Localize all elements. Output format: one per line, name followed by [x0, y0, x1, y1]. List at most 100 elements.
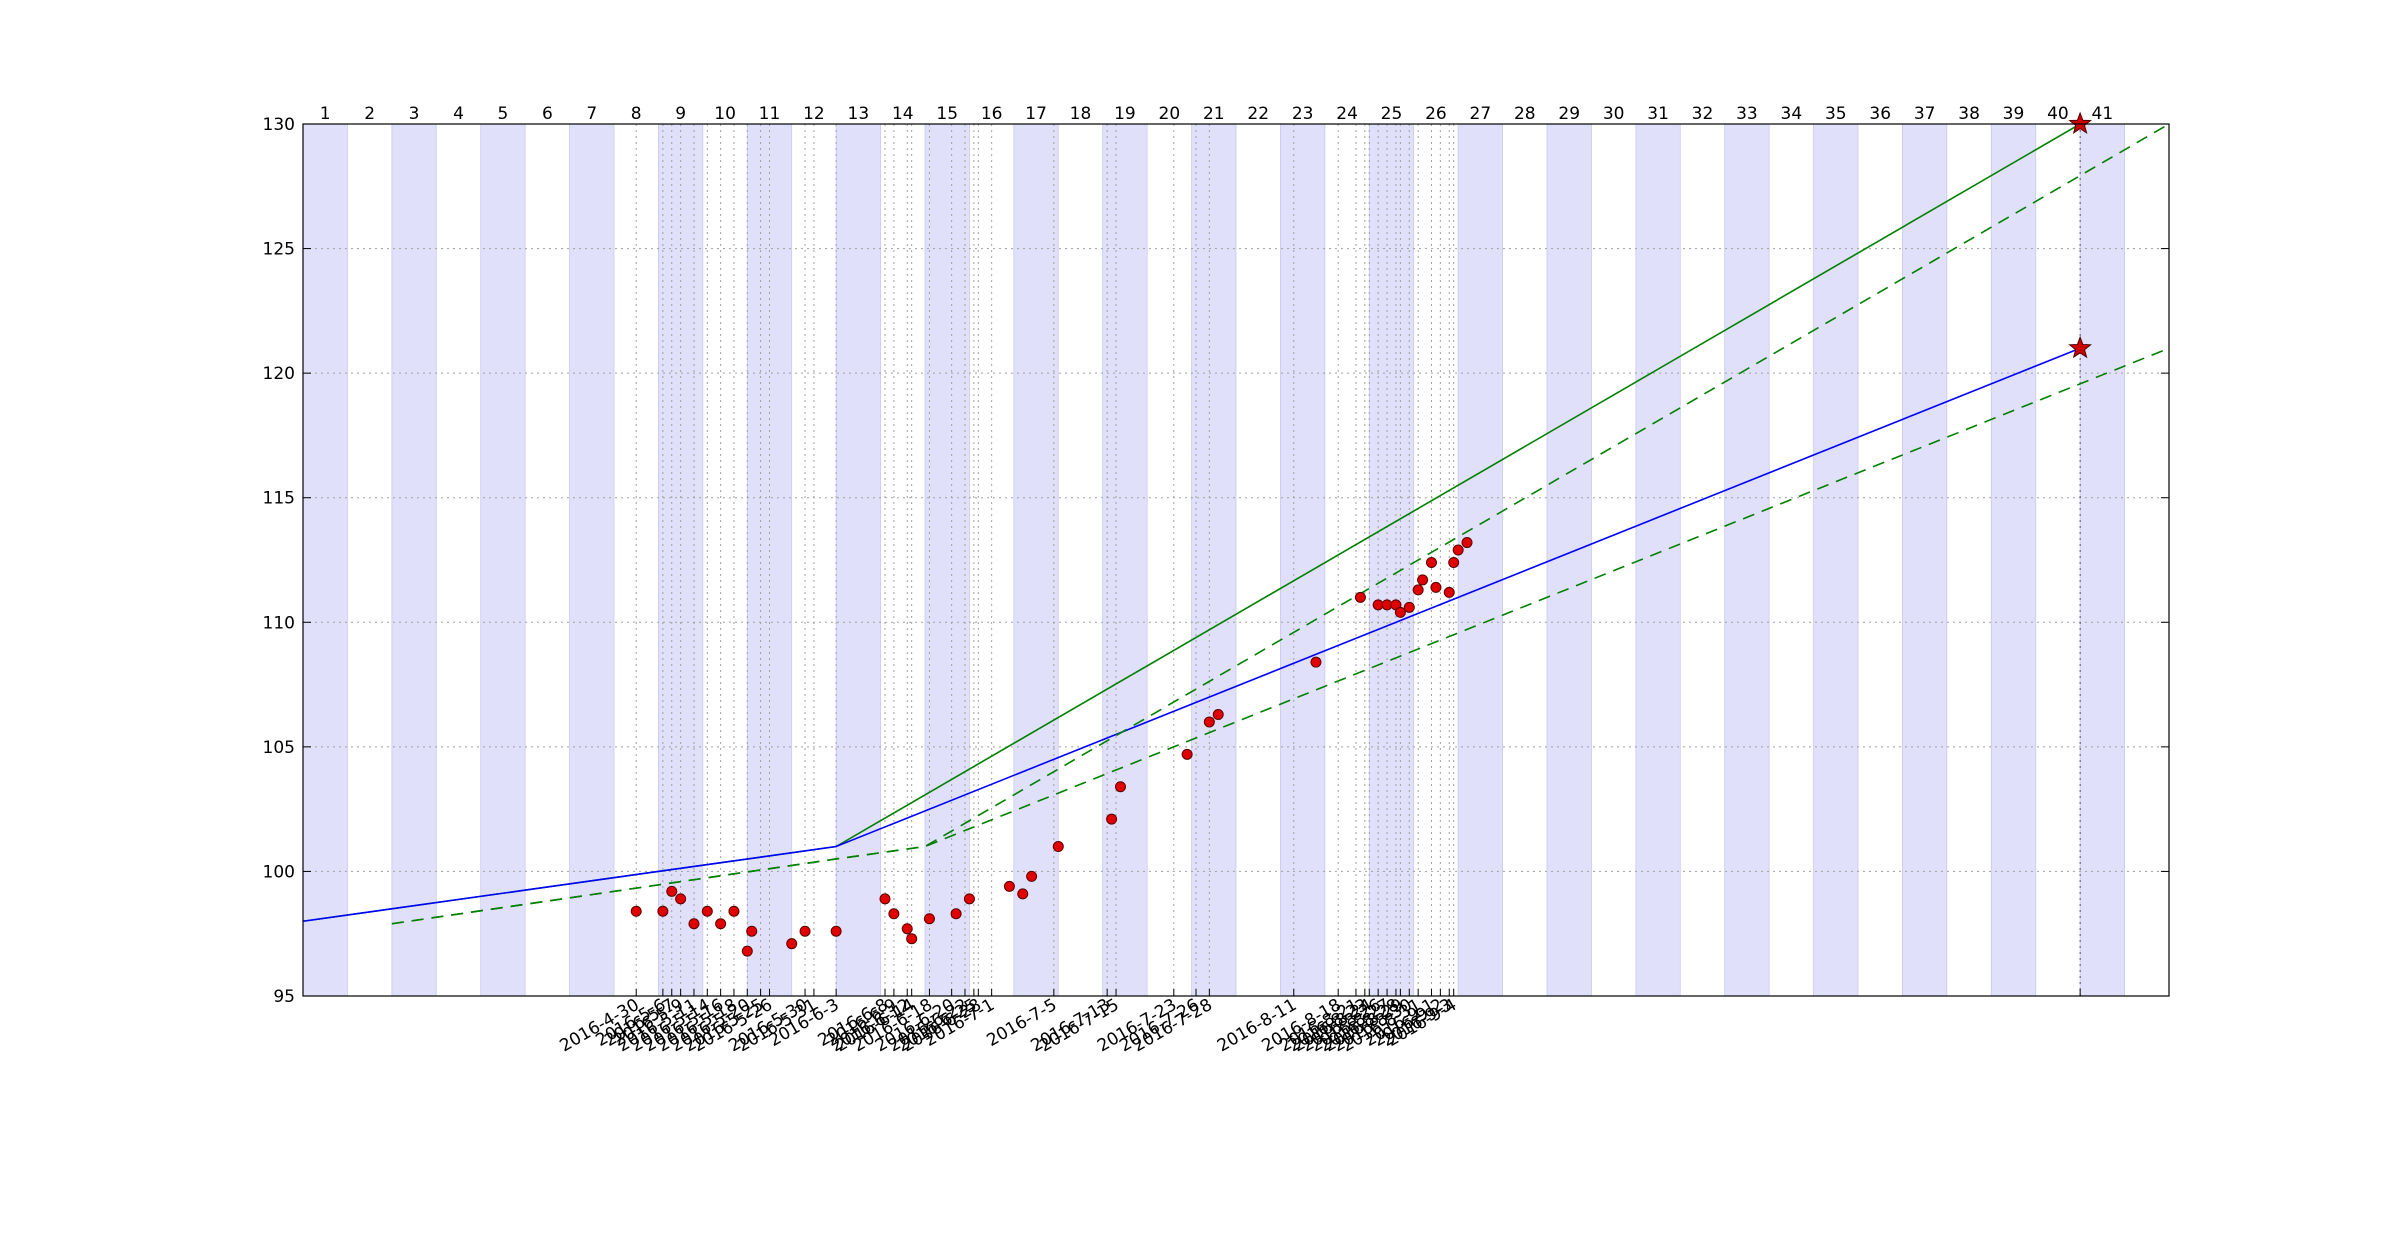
data-point: [901, 923, 913, 935]
week-label: 13: [848, 104, 870, 124]
week-label: 27: [1470, 104, 1492, 124]
week-label: 33: [1736, 104, 1758, 124]
y-tick-label: 115: [263, 489, 295, 509]
week-band-25: [1368, 123, 1415, 997]
data-point: [906, 933, 918, 945]
week-label: 26: [1425, 104, 1447, 124]
data-point: [715, 918, 727, 930]
week-band-41: [2079, 123, 2125, 997]
week-label: 22: [1247, 104, 1269, 124]
data-points: [630, 111, 2092, 957]
y-tick-label: 110: [263, 613, 295, 633]
plot-frame: [302, 123, 2170, 997]
week-band-21: [1191, 123, 1237, 997]
week-label: 30: [1603, 104, 1625, 124]
week-label: 35: [1825, 104, 1847, 124]
week-label: 2: [364, 104, 375, 124]
data-point: [879, 893, 891, 905]
week-label: 19: [1114, 104, 1136, 124]
week-label: 29: [1558, 104, 1580, 124]
week-band-35: [1813, 123, 1859, 997]
week-band-19: [1102, 123, 1148, 997]
week-band-37: [1902, 123, 1948, 997]
y-tick-label: 130: [263, 115, 295, 135]
week-label: 8: [631, 104, 642, 124]
data-point: [728, 905, 740, 917]
data-point: [1354, 591, 1366, 603]
data-point: [688, 918, 700, 930]
y-tick-label: 105: [263, 738, 295, 758]
week-label: 41: [2092, 104, 2114, 124]
y-tick-label: 120: [263, 364, 295, 384]
y-tick-label: 95: [273, 987, 295, 1007]
trend-line-2: [302, 347, 2081, 923]
week-label: 6: [542, 104, 553, 124]
data-point: [830, 925, 842, 937]
data-point: [1114, 781, 1126, 793]
trend-line-4: [391, 347, 2170, 925]
week-label: 16: [981, 104, 1003, 124]
week-label: 38: [1958, 104, 1980, 124]
week-band-39: [1990, 123, 2037, 997]
week-label: 15: [936, 104, 958, 124]
target-star: [2068, 111, 2092, 135]
data-point: [1003, 880, 1015, 892]
week-label: 37: [1914, 104, 1936, 124]
data-point: [666, 885, 678, 897]
week-band-33: [1724, 123, 1770, 997]
week-label: 25: [1381, 104, 1403, 124]
week-band-23: [1280, 123, 1326, 997]
week-label: 1: [320, 104, 331, 124]
week-label: 4: [453, 104, 464, 124]
week-band-3: [391, 123, 437, 997]
week-label: 7: [586, 104, 597, 124]
data-point: [1203, 716, 1215, 728]
week-label: 5: [498, 104, 509, 124]
week-label: 23: [1292, 104, 1314, 124]
data-point: [1212, 708, 1224, 720]
week-band-31: [1635, 123, 1681, 997]
week-band-9: [658, 123, 704, 997]
week-band-7: [569, 123, 615, 997]
data-point: [657, 905, 669, 917]
data-point: [1448, 556, 1460, 568]
week-label: 39: [2003, 104, 2025, 124]
data-point: [701, 905, 713, 917]
week-label: 18: [1070, 104, 1092, 124]
data-point: [1412, 584, 1424, 596]
y-tick-label: 100: [263, 862, 295, 882]
data-point: [1417, 574, 1429, 586]
week-label: 17: [1025, 104, 1047, 124]
week-label: 10: [714, 104, 736, 124]
week-label: 14: [892, 104, 914, 124]
data-point: [799, 925, 811, 937]
week-label: 24: [1336, 104, 1358, 124]
target-star: [2068, 335, 2092, 359]
data-point: [1403, 601, 1415, 613]
data-point: [1461, 537, 1473, 549]
data-point: [1394, 606, 1406, 618]
data-point: [675, 893, 687, 905]
week-label: 9: [675, 104, 686, 124]
data-point: [1017, 888, 1029, 900]
grid-lines: [303, 123, 2169, 997]
week-band-1: [302, 123, 348, 997]
data-point: [923, 913, 935, 925]
data-point: [1181, 748, 1193, 760]
week-band-29: [1546, 123, 1592, 997]
data-point: [741, 945, 753, 957]
data-point: [1310, 656, 1322, 668]
data-point: [786, 938, 798, 950]
week-band-17: [1013, 123, 1059, 997]
plot-border: [302, 123, 2170, 997]
week-label: 28: [1514, 104, 1536, 124]
data-point: [746, 925, 758, 937]
data-point: [950, 908, 962, 920]
week-label: 3: [409, 104, 420, 124]
week-label: 32: [1692, 104, 1714, 124]
week-label: 34: [1781, 104, 1803, 124]
data-point: [630, 905, 642, 917]
week-band-27: [1457, 123, 1503, 997]
